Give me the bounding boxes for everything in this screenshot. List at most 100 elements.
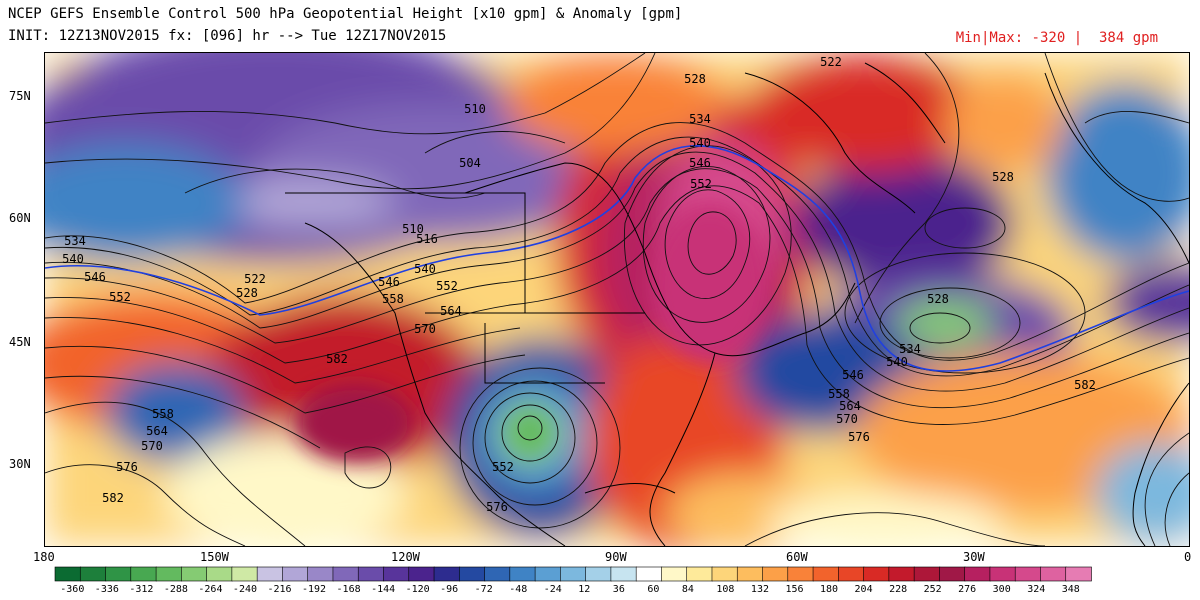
colorbar-swatch <box>635 566 663 582</box>
contour-label: 546 <box>378 275 400 289</box>
colorbar-tick-label: 252 <box>923 584 942 595</box>
colorbar-swatch <box>661 566 688 582</box>
contour-label: 564 <box>146 424 168 438</box>
contour-label: 570 <box>141 439 163 453</box>
colorbar-tick-label: 84 <box>681 584 694 595</box>
colorbar-swatch <box>1040 566 1067 582</box>
colorbar-swatch <box>964 566 991 582</box>
contour-label: 582 <box>326 352 348 366</box>
contour-label: 552 <box>492 460 514 474</box>
colorbar-swatch <box>79 566 107 582</box>
colorbar-tick-label: 204 <box>854 584 873 595</box>
contour-label: 576 <box>486 500 508 514</box>
colorbar-tick-label: -360 <box>60 584 85 595</box>
colorbar-swatch <box>307 566 334 582</box>
colorbar-swatch <box>939 566 966 582</box>
contour-label: 582 <box>1074 378 1096 392</box>
colorbar-tick-label: -264 <box>198 584 223 595</box>
contour-label: 540 <box>414 262 436 276</box>
contour-label: 534 <box>899 342 921 356</box>
colorbar-swatch <box>433 566 461 582</box>
colorbar-tick-label: 276 <box>958 584 977 595</box>
colorbar-swatch <box>686 566 713 582</box>
colorbar-tick-label: -216 <box>267 584 292 595</box>
lat-label-60n: 60N <box>9 211 31 225</box>
colorbar-tick-label: -144 <box>371 584 396 595</box>
colorbar-tick-label: 108 <box>716 584 735 595</box>
min-max-readout: Min|Max: -320 | 384 gpm <box>955 30 1158 46</box>
contour-label: 504 <box>459 156 481 170</box>
contour-label: 558 <box>152 407 174 421</box>
colorbar-tick-label: 156 <box>785 584 804 595</box>
contour-label: 534 <box>689 112 711 126</box>
colorbar-swatch <box>357 566 385 582</box>
colorbar-swatch <box>332 566 360 582</box>
colorbar-swatch <box>913 566 941 582</box>
lon-label-150w: 150W <box>200 550 229 564</box>
contour-label: 564 <box>440 304 462 318</box>
colorbar-tick-label: 132 <box>750 584 769 595</box>
colorbar-swatch <box>838 566 865 582</box>
colorbar-swatch <box>585 566 612 582</box>
colorbar-tick-label: 324 <box>1027 584 1046 595</box>
colorbar-swatch <box>989 566 1016 582</box>
contour-label: 540 <box>62 252 84 266</box>
contour-label: 570 <box>836 412 858 426</box>
contour-label: 576 <box>116 460 138 474</box>
contour-label: 552 <box>109 290 131 304</box>
colorbar-swatch <box>1014 566 1042 582</box>
map-title: NCEP GEFS Ensemble Control 500 hPa Geopo… <box>8 6 683 22</box>
lon-label-30w: 30W <box>963 550 985 564</box>
colorbar-swatch <box>256 566 284 582</box>
colorbar-tick-label: 228 <box>889 584 908 595</box>
contour-label: 540 <box>886 355 908 369</box>
colorbar-swatch <box>54 566 82 582</box>
colorbar-tick-label: -120 <box>405 584 430 595</box>
contour-label: 546 <box>842 368 864 382</box>
colorbar-tick-label: 300 <box>992 584 1011 595</box>
colorbar-tick-label: -336 <box>94 584 119 595</box>
contour-label: 546 <box>689 156 711 170</box>
colorbar-swatch <box>383 566 410 582</box>
colorbar-tick-label: 348 <box>1061 584 1080 595</box>
contour-label: 510 <box>464 102 486 116</box>
init-forecast-line: INIT: 12Z13NOV2015 fx: [096] hr --> Tue … <box>8 28 447 44</box>
colorbar-tick-label: 36 <box>612 584 625 595</box>
lon-label-60w: 60W <box>786 550 808 564</box>
colorbar-swatch <box>231 566 258 582</box>
contour-label: 558 <box>828 387 850 401</box>
colorbar-swatch <box>408 566 435 582</box>
colorbar-tick-label: -168 <box>336 584 361 595</box>
colorbar-tick-label: -312 <box>129 584 154 595</box>
contour-label: 534 <box>64 234 86 248</box>
map-panel: 534 540 546 552 522 528 510 504 510 516 … <box>44 52 1190 547</box>
colorbar-tick-label: 60 <box>647 584 660 595</box>
colorbar-tick-label: -48 <box>509 584 528 595</box>
colorbar-swatch <box>206 566 233 582</box>
colorbar-tick-label: 180 <box>820 584 839 595</box>
contour-label: 528 <box>684 72 706 86</box>
colorbar-swatch <box>888 566 915 582</box>
contour-label: 564 <box>839 399 861 413</box>
colorbar-swatch <box>560 566 587 582</box>
colorbar-swatch <box>736 566 764 582</box>
colorbar-swatch <box>534 566 562 582</box>
colorbar-tick-label: 12 <box>578 584 591 595</box>
colorbar-swatch <box>282 566 309 582</box>
lat-label-30n: 30N <box>9 457 31 471</box>
contour-label: 540 <box>689 136 711 150</box>
lon-label-0: 0 <box>1184 550 1192 564</box>
contour-label: 546 <box>84 270 106 284</box>
lon-label-90w: 90W <box>605 550 627 564</box>
lon-label-120w: 120W <box>391 550 420 564</box>
contour-label: 522 <box>244 272 266 286</box>
contour-label: 510 <box>402 222 424 236</box>
contour-label: 516 <box>416 232 438 246</box>
anomaly-map: 534 540 546 552 522 528 510 504 510 516 … <box>45 53 1189 546</box>
colorbar-swatch <box>812 566 840 582</box>
contour-label: 558 <box>382 292 404 306</box>
contour-label: 552 <box>690 177 712 191</box>
colorbar-tick-label: -192 <box>302 584 327 595</box>
colorbar-tick-label: -240 <box>232 584 258 595</box>
colorbar-swatch <box>787 566 814 582</box>
